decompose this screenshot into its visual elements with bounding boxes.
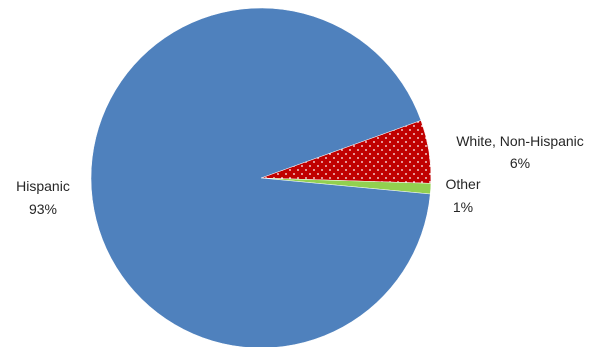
slice-label-name: Hispanic — [16, 178, 70, 194]
slice-label-white-non-hispanic: White, Non-Hispanic 6% — [456, 133, 584, 171]
slice-label-hispanic: Hispanic 93% — [16, 178, 70, 217]
slice-label-name: Other — [445, 176, 480, 192]
slice-label-value: 6% — [510, 155, 530, 171]
pie-slice-hispanic — [90, 7, 431, 347]
slice-label-value: 1% — [453, 199, 473, 215]
slice-label-name: White, Non-Hispanic — [456, 133, 584, 149]
slice-label-other: Other 1% — [445, 176, 480, 215]
slice-label-value: 93% — [29, 201, 57, 217]
pie-slices — [90, 7, 432, 347]
